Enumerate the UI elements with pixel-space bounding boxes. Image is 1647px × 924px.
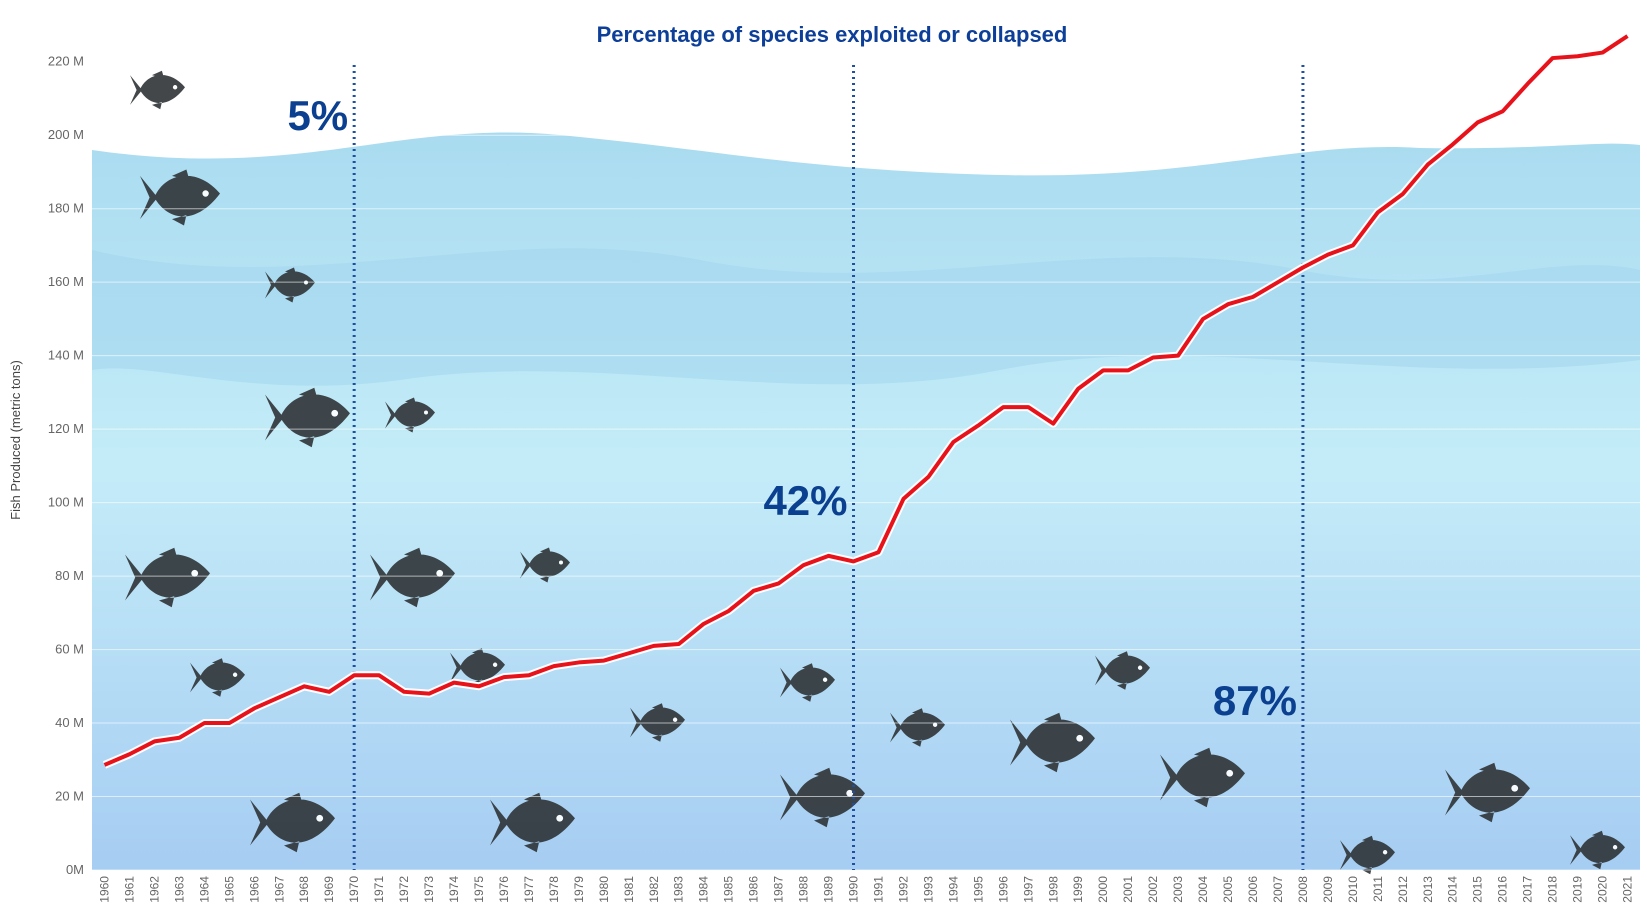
y-tick-label: 120 M — [48, 421, 84, 436]
y-axis-label: Fish Produced (metric tons) — [8, 360, 23, 520]
x-tick-label: 2012 — [1396, 876, 1410, 903]
x-tick-label: 1960 — [97, 876, 111, 903]
x-tick-label: 1987 — [772, 876, 786, 903]
x-tick-label: 2003 — [1171, 876, 1185, 903]
x-tick-label: 1970 — [347, 876, 361, 903]
x-tick-label: 1963 — [172, 876, 186, 903]
x-tick-label: 1967 — [272, 876, 286, 903]
annotation-label: 42% — [763, 477, 847, 524]
x-tick-label: 2019 — [1571, 876, 1585, 903]
y-tick-label: 220 M — [48, 54, 84, 69]
x-tick-label: 1998 — [1046, 876, 1060, 903]
x-tick-label: 1991 — [871, 876, 885, 903]
x-tick-label: 1986 — [747, 876, 761, 903]
y-tick-label: 0M — [66, 862, 84, 877]
y-tick-label: 160 M — [48, 274, 84, 289]
x-tick-label: 1977 — [522, 876, 536, 903]
x-tick-label: 1981 — [622, 876, 636, 903]
x-tick-label: 1980 — [597, 876, 611, 903]
x-tick-label: 2007 — [1271, 876, 1285, 903]
x-tick-label: 2020 — [1596, 876, 1610, 903]
x-tick-label: 2017 — [1521, 876, 1535, 903]
x-tick-label: 1972 — [397, 876, 411, 903]
y-tick-label: 20 M — [55, 789, 84, 804]
annotation-label: 87% — [1213, 677, 1297, 724]
x-tick-label: 1979 — [572, 876, 586, 903]
x-tick-label: 1966 — [247, 876, 261, 903]
y-tick-label: 60 M — [55, 642, 84, 657]
x-tick-label: 2015 — [1471, 876, 1485, 903]
x-tick-label: 2006 — [1246, 876, 1260, 903]
x-tick-label: 1985 — [722, 876, 736, 903]
x-tick-label: 1999 — [1071, 876, 1085, 903]
annotation-label: 5% — [287, 92, 348, 139]
x-tick-label: 2016 — [1496, 876, 1510, 903]
y-tick-label: 80 M — [55, 568, 84, 583]
x-tick-label: 1962 — [147, 876, 161, 903]
x-tick-label: 1961 — [122, 876, 136, 903]
x-tick-label: 2009 — [1321, 876, 1335, 903]
x-tick-label: 2011 — [1371, 876, 1385, 902]
x-tick-label: 1971 — [372, 876, 386, 903]
y-tick-label: 100 M — [48, 495, 84, 510]
x-tick-label: 2005 — [1221, 876, 1235, 903]
x-tick-label: 1992 — [896, 876, 910, 903]
x-tick-label: 1968 — [297, 876, 311, 903]
chart-title: Percentage of species exploited or colla… — [597, 22, 1068, 47]
x-tick-label: 1969 — [322, 876, 336, 903]
x-tick-label: 1994 — [946, 876, 960, 903]
x-tick-label: 1975 — [472, 876, 486, 903]
x-tick-label: 1990 — [847, 876, 861, 903]
y-tick-label: 40 M — [55, 715, 84, 730]
line — [103, 34, 1629, 767]
x-tick-label: 1973 — [422, 876, 436, 903]
x-tick-label: 2014 — [1446, 876, 1460, 903]
x-tick-label: 1988 — [797, 876, 811, 903]
x-tick-label: 2004 — [1196, 876, 1210, 903]
x-tick-label: 2000 — [1096, 876, 1110, 903]
x-tick-label: 2001 — [1121, 876, 1135, 903]
x-tick-label: 1964 — [197, 876, 211, 903]
x-tick-label: 1965 — [222, 876, 236, 903]
y-tick-label: 200 M — [48, 127, 84, 142]
y-tick-label: 180 M — [48, 201, 84, 216]
y-tick-label: 140 M — [48, 348, 84, 363]
x-tick-label: 1978 — [547, 876, 561, 903]
x-tick-label: 1996 — [996, 876, 1010, 903]
x-tick-label: 1997 — [1021, 876, 1035, 903]
x-tick-label: 2013 — [1421, 876, 1435, 903]
x-tick-label: 2002 — [1146, 876, 1160, 903]
x-tick-label: 1989 — [822, 876, 836, 903]
x-tick-label: 1984 — [697, 876, 711, 903]
x-tick-label: 1983 — [672, 876, 686, 903]
x-tick-label: 2018 — [1546, 876, 1560, 903]
x-tick-label: 1974 — [447, 876, 461, 903]
x-tick-label: 2010 — [1346, 876, 1360, 903]
x-tick-label: 2008 — [1296, 876, 1310, 903]
x-tick-label: 1976 — [497, 876, 511, 903]
x-tick-label: 1993 — [921, 876, 935, 903]
x-tick-label: 2021 — [1621, 876, 1635, 903]
x-tick-label: 1995 — [971, 876, 985, 903]
x-tick-label: 1982 — [647, 876, 661, 903]
